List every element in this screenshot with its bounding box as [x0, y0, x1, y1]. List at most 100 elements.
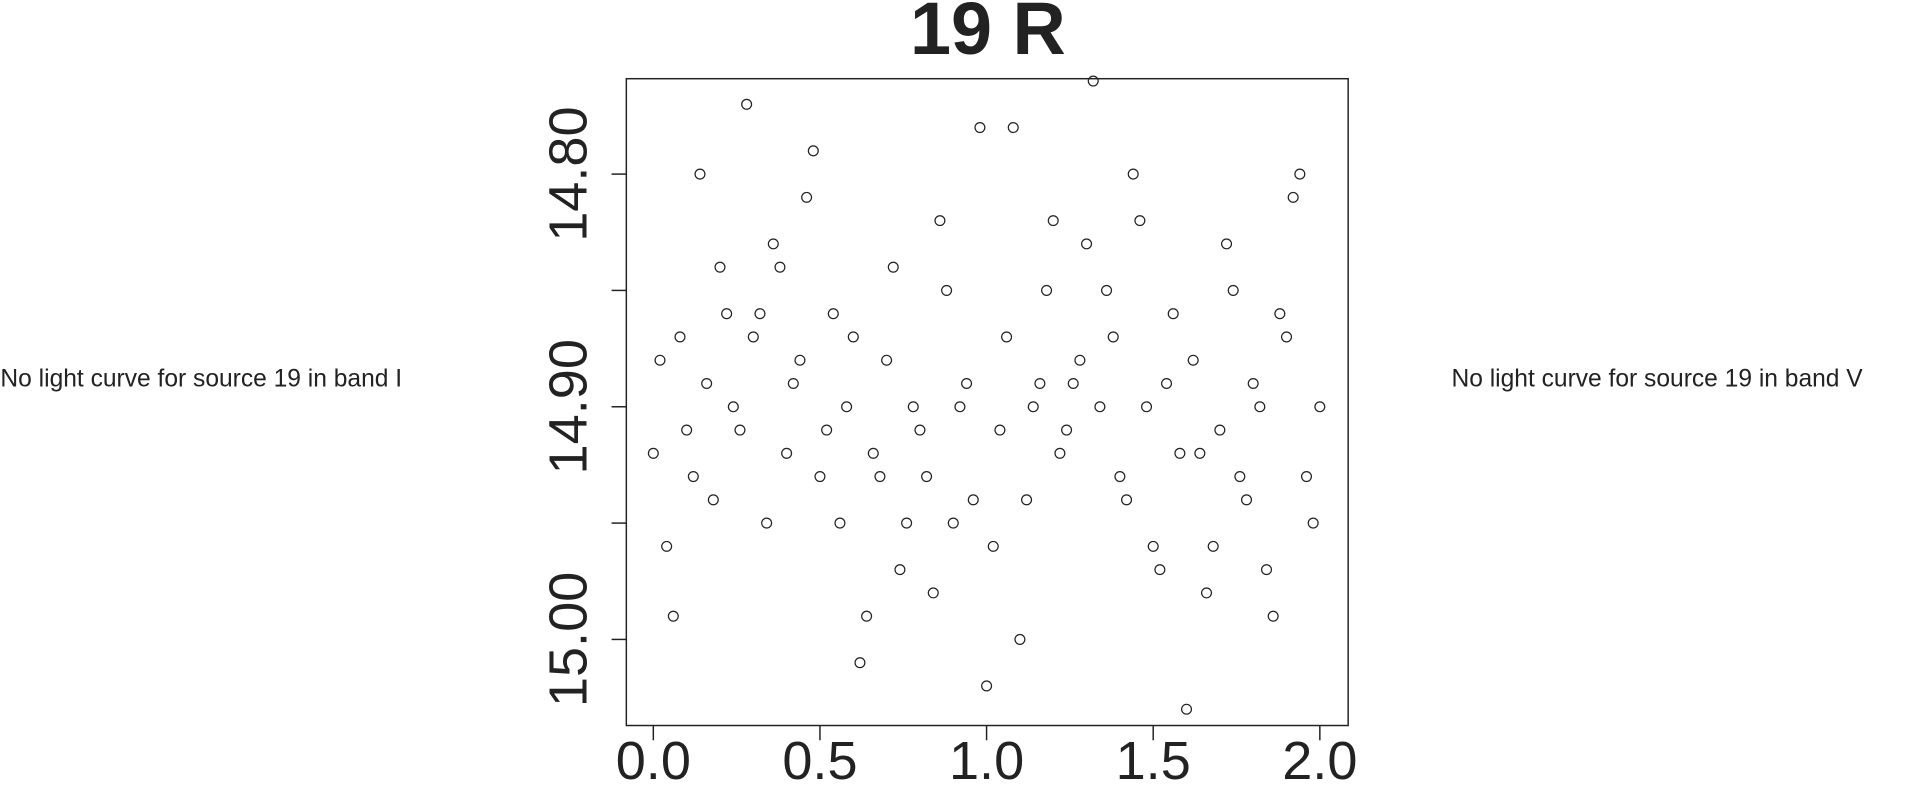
- x-tick-label: 0.5: [782, 731, 857, 787]
- point: [1141, 401, 1153, 413]
- point: [894, 564, 906, 576]
- point: [821, 424, 833, 436]
- point: [854, 657, 866, 669]
- point: [974, 122, 986, 134]
- point: [747, 331, 759, 343]
- point: [1034, 377, 1046, 390]
- annotation: No light curve for source 19 in band I: [0, 365, 402, 392]
- point: [1300, 471, 1313, 483]
- point: [1260, 564, 1273, 576]
- point: [741, 98, 753, 110]
- point: [947, 517, 959, 529]
- point: [1307, 517, 1319, 529]
- point: [981, 680, 993, 692]
- point: [874, 471, 886, 483]
- point: [1081, 238, 1093, 250]
- x-tick-label: 2.0: [1282, 731, 1357, 787]
- point: [1107, 331, 1119, 343]
- point: [1227, 284, 1239, 296]
- point: [901, 517, 913, 529]
- point: [1181, 703, 1193, 715]
- point: [927, 587, 939, 599]
- point: [1007, 122, 1019, 134]
- point: [794, 354, 806, 366]
- annotation: No light curve for source 19 in band V: [1451, 365, 1863, 392]
- point: [674, 331, 686, 343]
- point: [814, 471, 826, 483]
- point: [1280, 331, 1293, 343]
- point: [694, 168, 706, 180]
- point: [841, 401, 853, 413]
- point: [1234, 471, 1246, 483]
- point: [1134, 215, 1146, 227]
- point: [941, 284, 953, 296]
- point: [834, 517, 846, 529]
- point: [1147, 540, 1159, 552]
- point: [1041, 284, 1053, 296]
- point: [761, 517, 773, 529]
- point: [967, 494, 979, 506]
- point: [881, 354, 893, 366]
- point: [1254, 401, 1266, 413]
- point: [1061, 424, 1073, 436]
- point: [647, 447, 659, 459]
- point: [727, 401, 739, 413]
- y-tick-label: 14.90: [539, 339, 599, 474]
- point: [961, 377, 973, 390]
- point: [1154, 564, 1166, 576]
- point: [847, 331, 859, 343]
- point: [801, 191, 813, 203]
- point: [1294, 168, 1306, 180]
- point: [1021, 494, 1033, 506]
- point: [914, 424, 926, 436]
- point: [1240, 494, 1253, 506]
- x-tick-label: 0.0: [616, 731, 691, 787]
- point: [1054, 447, 1066, 459]
- point: [787, 377, 799, 390]
- point: [721, 308, 733, 320]
- point: [867, 447, 879, 459]
- point: [667, 610, 679, 622]
- point: [1194, 447, 1206, 459]
- point: [774, 261, 786, 273]
- point: [1287, 191, 1299, 203]
- point: [1214, 424, 1226, 436]
- point: [1087, 75, 1099, 87]
- point: [1200, 587, 1213, 599]
- point: [1001, 331, 1013, 343]
- point: [661, 540, 673, 552]
- x-tick-label: 1.0: [949, 731, 1024, 787]
- point: [954, 401, 966, 413]
- point: [1027, 401, 1039, 413]
- point: [1014, 633, 1026, 645]
- chart-title: 19 R: [910, 0, 1066, 70]
- point: [1074, 354, 1086, 366]
- point: [994, 424, 1006, 436]
- point: [734, 424, 746, 436]
- point: [1161, 377, 1173, 390]
- point: [1207, 540, 1219, 552]
- point: [1247, 377, 1259, 390]
- point: [754, 308, 766, 320]
- point: [827, 308, 839, 320]
- point: [654, 354, 666, 366]
- point: [1314, 401, 1326, 413]
- point: [1094, 401, 1106, 413]
- point: [1101, 284, 1113, 296]
- point: [987, 540, 999, 552]
- point: [1121, 494, 1133, 506]
- point: [1067, 377, 1079, 390]
- point: [781, 447, 793, 459]
- point: [1220, 238, 1233, 250]
- point: [1114, 471, 1126, 483]
- point: [681, 424, 693, 436]
- point: [1174, 447, 1186, 459]
- point: [767, 238, 779, 250]
- y-tick-label: 14.80: [539, 106, 599, 241]
- point: [907, 401, 919, 413]
- point: [934, 215, 946, 227]
- point: [1047, 215, 1059, 227]
- point: [1274, 308, 1286, 320]
- y-tick-label: 15.00: [539, 572, 599, 707]
